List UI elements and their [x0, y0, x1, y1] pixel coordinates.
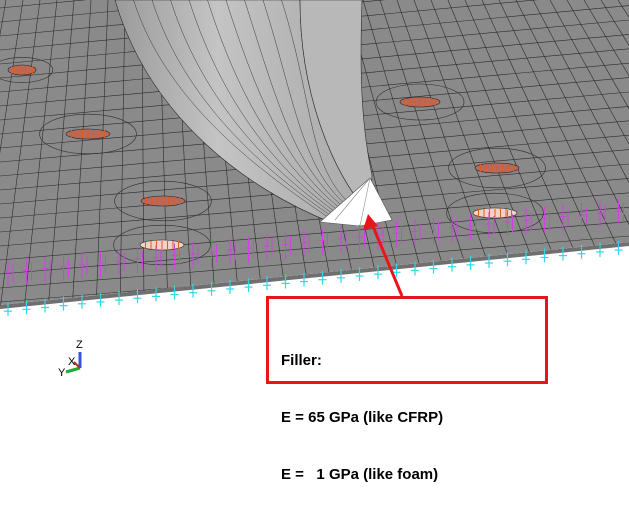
axis-triad-icon: Z X Y	[58, 339, 83, 379]
boundary-constraint-icon	[448, 215, 458, 272]
fe-model-viewport[interactable]: Z X Y	[0, 0, 629, 400]
boundary-constraint-icon	[392, 221, 402, 278]
boundary-constraint-icon	[466, 213, 476, 270]
bolt-markers	[0, 57, 546, 266]
boundary-constraint-icon	[78, 252, 88, 309]
axis-x-label: X	[68, 356, 76, 368]
boundary-constraint-icon	[318, 228, 328, 285]
boundary-constraint-icon	[189, 241, 199, 298]
boundary-constraint-icon	[503, 210, 513, 267]
boundary-constraint-icon	[263, 234, 273, 291]
boundary-constraint-icon	[170, 243, 180, 300]
boundary-constraint-icon	[133, 247, 143, 304]
boundary-constraint-icon	[22, 258, 32, 315]
boundary-constraint-icon	[4, 260, 14, 317]
boundary-constraint-icon	[355, 224, 365, 281]
bolt-marker	[0, 57, 54, 83]
plate-edge	[0, 242, 629, 309]
boundary-constraint-icon	[59, 254, 69, 311]
boundary-constraint-icon	[411, 219, 421, 276]
bolt-marker	[446, 192, 544, 234]
boundary-constraint-icon	[244, 236, 254, 293]
callout-text: Filler: E = 65 GPa (like CFRP) E = 1 GPa…	[281, 313, 443, 522]
stiffener-web	[114, 0, 373, 223]
boundary-constraints	[4, 199, 624, 317]
boundary-constraint-icon	[300, 230, 310, 287]
boundary-constraint-icon	[226, 237, 236, 294]
boundary-constraint-icon	[337, 226, 347, 283]
bolt-marker	[113, 224, 211, 266]
boundary-constraint-icon	[596, 200, 606, 257]
boundary-constraint-icon	[41, 256, 51, 313]
boundary-constraint-icon	[152, 245, 162, 302]
bolt-marker	[375, 83, 465, 121]
boundary-constraint-icon	[540, 206, 550, 263]
callout-title: Filler:	[281, 352, 322, 369]
filler-callout: Filler: E = 65 GPa (like CFRP) E = 1 GPa…	[266, 296, 548, 483]
boundary-constraint-icon	[559, 204, 569, 261]
boundary-constraint-icon	[429, 217, 439, 274]
boundary-constraint-icon	[577, 202, 587, 259]
filler-region	[319, 177, 393, 227]
boundary-constraint-icon	[96, 250, 106, 307]
boundary-constraint-icon	[522, 208, 532, 265]
bolt-marker	[39, 113, 137, 155]
boundary-constraint-icon	[281, 232, 291, 289]
boundary-constraint-icon	[614, 199, 624, 256]
callout-cfrp-modulus: E = 65 GPa (like CFRP)	[281, 409, 444, 426]
callout-arrow	[363, 214, 404, 297]
axis-z-label: Z	[76, 339, 83, 351]
bolt-marker	[114, 180, 212, 222]
callout-foam-modulus: E = 1 GPa (like foam)	[281, 466, 439, 483]
bolt-marker	[448, 147, 546, 189]
axis-y-label: Y	[58, 367, 66, 379]
boundary-constraint-icon	[485, 212, 495, 269]
boundary-constraint-icon	[207, 239, 217, 296]
boundary-constraint-icon	[115, 249, 125, 306]
